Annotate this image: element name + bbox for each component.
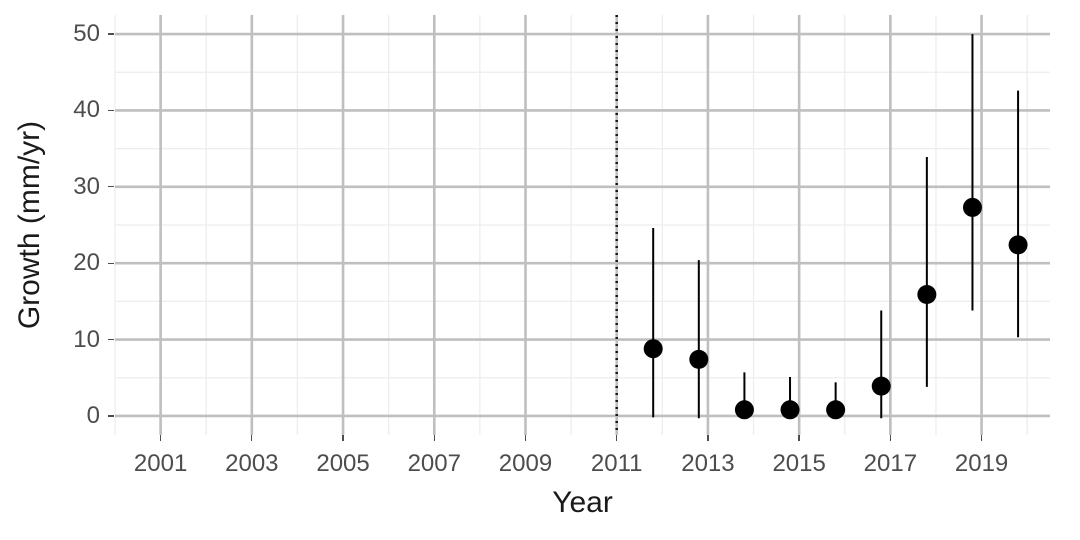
data-point — [917, 285, 936, 304]
x-tick-mark — [616, 435, 617, 441]
x-tick-mark — [798, 435, 799, 441]
y-tick-marks — [108, 15, 115, 435]
x-tick-mark — [890, 435, 891, 441]
x-tick-mark — [342, 435, 343, 441]
x-tick-label: 2017 — [864, 450, 917, 478]
data-point — [689, 350, 708, 369]
data-point — [644, 339, 663, 358]
data-point — [963, 198, 982, 217]
data-point — [826, 400, 845, 419]
data-point — [735, 400, 754, 419]
x-tick-label: 2003 — [225, 450, 278, 478]
x-tick-label: 2015 — [772, 450, 825, 478]
plot-svg — [115, 15, 1050, 435]
y-tick-label: 0 — [87, 402, 100, 430]
x-tick-label: 2011 — [591, 450, 643, 478]
x-tick-label: 2005 — [316, 450, 369, 478]
x-tick-mark — [251, 435, 252, 441]
y-tick-mark — [108, 415, 114, 416]
y-tick-mark — [108, 110, 114, 111]
x-tick-label: 2001 — [134, 450, 187, 478]
x-tick-label: 2013 — [681, 450, 734, 478]
y-tick-mark — [108, 33, 114, 34]
x-tick-marks — [115, 435, 1050, 442]
growth-chart: Growth (mm/yr) Year 01020304050 20012003… — [0, 0, 1080, 540]
x-tick-label: 2009 — [499, 450, 552, 478]
data-point — [781, 400, 800, 419]
y-tick-mark — [108, 263, 114, 264]
y-tick-label: 30 — [73, 173, 100, 201]
y-tick-label: 50 — [73, 20, 100, 48]
x-tick-labels: 2001 2003 2005 2007 2009 2011 2013 2015 2017 2019 — [115, 450, 1050, 484]
x-tick-mark — [707, 435, 708, 441]
plot-panel — [115, 15, 1050, 435]
y-tick-mark — [108, 339, 114, 340]
data-point — [872, 377, 891, 396]
x-axis-title: Year — [552, 486, 613, 520]
x-tick-label: 2007 — [408, 450, 461, 478]
x-tick-mark — [525, 435, 526, 441]
x-tick-label: 2019 — [955, 450, 1008, 478]
y-tick-labels: 0 10 20 30 40 50 — [0, 15, 100, 435]
x-tick-mark — [434, 435, 435, 441]
data-point — [1009, 235, 1028, 254]
x-tick-mark — [160, 435, 161, 441]
y-tick-label: 40 — [73, 96, 100, 124]
x-tick-mark — [981, 435, 982, 441]
y-tick-label: 20 — [73, 249, 100, 277]
y-tick-mark — [108, 186, 114, 187]
y-tick-label: 10 — [73, 326, 100, 354]
